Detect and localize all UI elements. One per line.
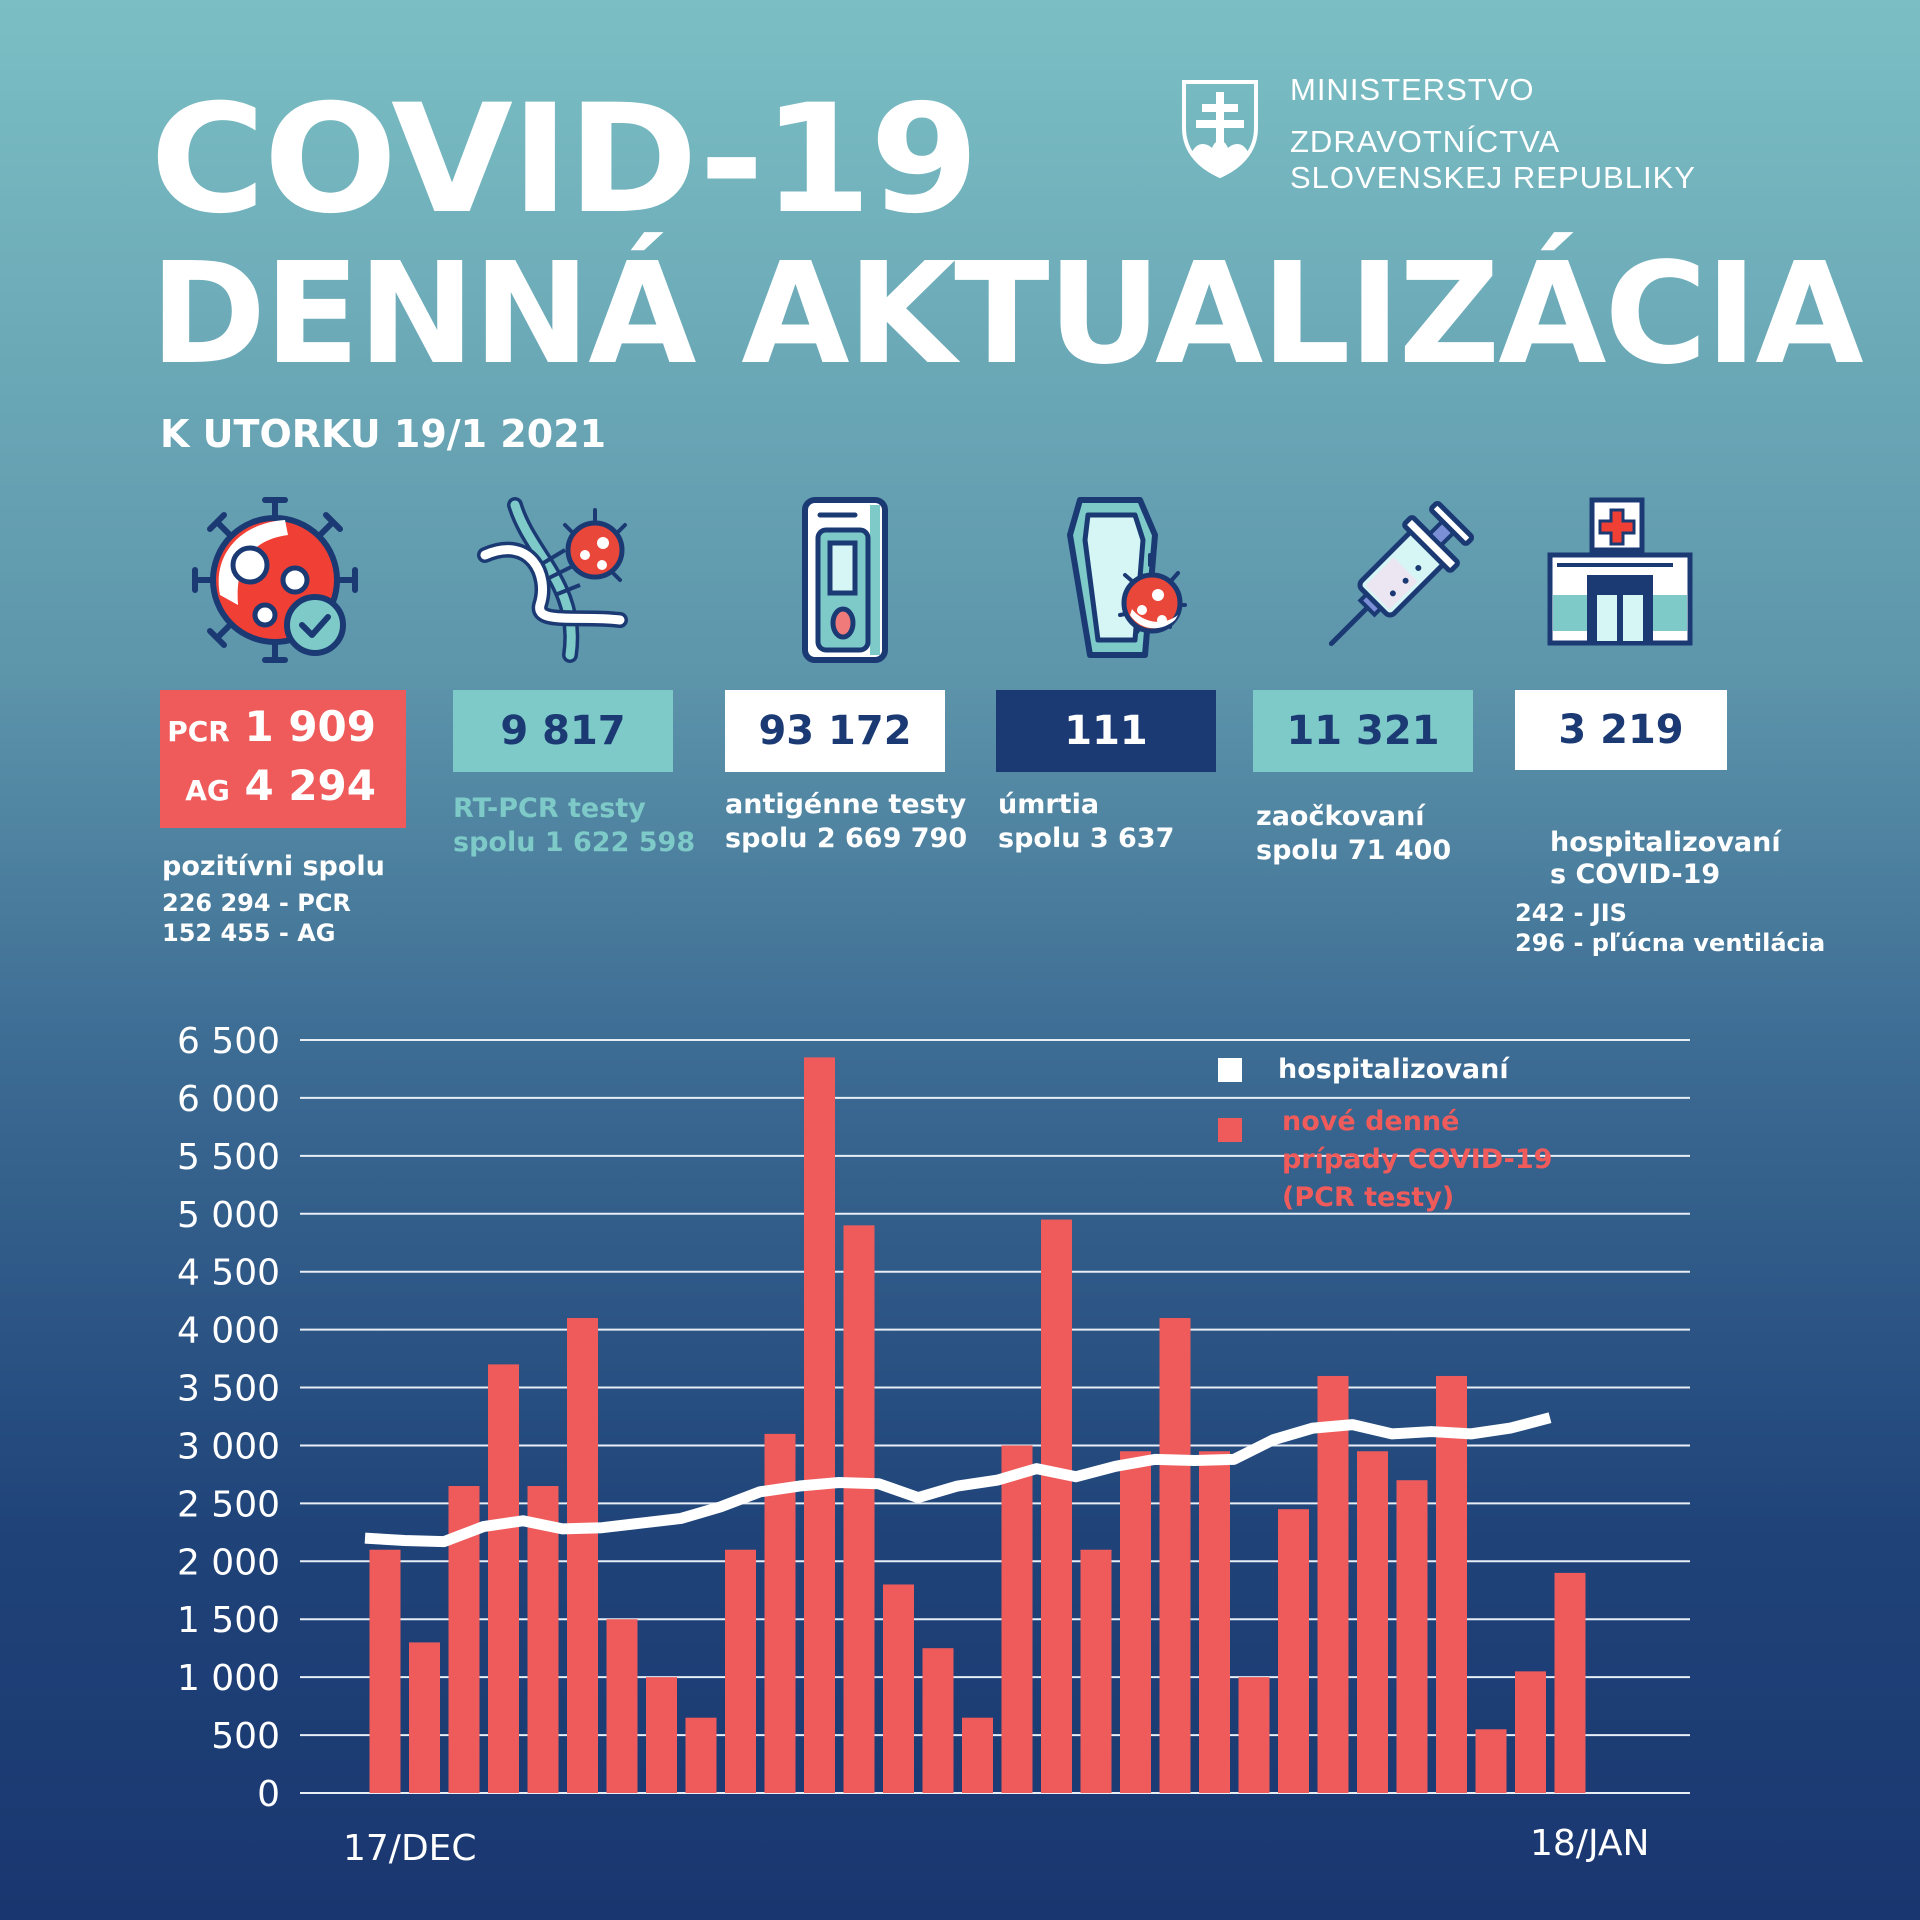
bar-new-cases [1238,1677,1270,1793]
y-tick-label: 6 000 [177,1079,280,1120]
bar-new-cases [567,1318,598,1793]
ministry-logo: MINISTERSTVO ZDRAVOTNÍCTVA SLOVENSKEJ RE… [1180,70,1720,200]
legend-label-cases-2: prípady COVID-19 [1282,1144,1552,1175]
bar-new-cases [1396,1480,1428,1793]
y-tick-label: 3 000 [177,1426,280,1467]
ag-prefix: AG [185,774,230,807]
legend-label-hospitalized: hospitalizovaní [1278,1054,1510,1085]
pcr-prefix: PCR [167,715,230,748]
y-tick-label: 2 500 [177,1484,280,1525]
pcr-positive-value: 1 909 [244,702,376,751]
line-hospitalized [364,1412,1552,1548]
x-start-label: 17/DEC [343,1828,477,1869]
dna-virus-icon [470,495,650,670]
syringe-icon [1310,495,1490,670]
bar-new-cases [1554,1572,1586,1793]
positive-cases-box: PCR 1 909 AG 4 294 [160,690,406,828]
bar-new-cases [1199,1451,1230,1793]
bar-new-cases [725,1549,756,1793]
rtpcr-total: spolu 1 622 598 [453,827,696,858]
bar-new-cases [1041,1219,1072,1793]
ministry-line-2: ZDRAVOTNÍCTVA [1290,124,1561,159]
bar-new-cases [369,1549,401,1793]
virus-check-icon [190,495,370,670]
ag-positive-value: 4 294 [244,761,376,810]
deaths-total: spolu 3 637 [998,823,1175,854]
rtpcr-tests-box: 9 817 [453,690,673,772]
y-tick-label: 0 [257,1774,280,1815]
bar-new-cases [1436,1375,1467,1793]
x-end-label: 18/JAN [1530,1823,1649,1864]
bar-new-cases [1001,1445,1033,1793]
antigen-total: spolu 2 669 790 [725,823,968,854]
hospitalized-label: hospitalizovaní [1550,827,1781,858]
bar-new-cases [1159,1318,1191,1793]
y-tick-label: 4 000 [177,1311,280,1352]
legend-swatch-cases [1218,1118,1242,1142]
bar-new-cases [409,1642,440,1793]
coffin-virus-icon [1040,495,1220,670]
bar-new-cases [843,1225,875,1793]
ministry-line-3: SLOVENSKEJ REPUBLIKY [1290,160,1696,195]
positive-label: pozitívni spolu [162,851,385,882]
deaths-box: 111 [996,690,1216,772]
bar-new-cases [1317,1375,1349,1793]
icu-count: 242 - JIS [1515,899,1627,927]
vaccinated-total: spolu 71 400 [1256,835,1452,866]
y-tick-label: 5 500 [177,1137,280,1178]
bar-new-cases [922,1648,954,1793]
bar-new-cases [1120,1451,1151,1793]
legend-swatch-hospitalized [1218,1058,1242,1082]
title-daily-update: DENNÁ AKTUALIZÁCIA [150,233,1864,396]
bar-new-cases [1080,1549,1112,1793]
y-tick-label: 2 000 [177,1542,280,1583]
antigen-tests-box: 93 172 [725,690,945,772]
hospitalized-box: 3 219 [1515,690,1727,770]
slovak-coat-of-arms-icon [1182,80,1258,178]
hospitalized-label-2: s COVID-19 [1550,859,1721,890]
bar-new-cases [1515,1671,1546,1793]
rtpcr-label: RT-PCR testy [453,793,646,824]
legend-label-cases-1: nové denné [1282,1106,1459,1137]
y-tick-label: 3 500 [177,1369,280,1410]
positive-detail-ag: 152 455 - AG [162,919,336,947]
vaccinated-box: 11 321 [1253,690,1473,772]
y-tick-label: 1 000 [177,1658,280,1699]
vaccinated-label: zaočkovaní [1256,801,1425,832]
bar-new-cases [962,1717,993,1793]
bar-new-cases [804,1057,835,1793]
bar-new-cases [527,1486,559,1793]
ministry-line-1: MINISTERSTVO [1290,72,1535,107]
ventilation-count: 296 - pľúcna ventilácia [1515,929,1826,957]
y-tick-label: 1 500 [177,1600,280,1641]
bar-new-cases [1278,1509,1309,1793]
legend-label-cases-3: (PCR testy) [1282,1182,1454,1213]
hospital-icon [1545,495,1725,670]
bar-new-cases [685,1717,717,1793]
y-tick-label: 500 [211,1716,280,1757]
bar-new-cases [606,1619,638,1793]
pcr-positive-line: PCR 1 909 [167,700,376,759]
antigen-test-icon [760,495,940,670]
ag-positive-line: AG 4 294 [185,759,376,818]
y-tick-label: 5 000 [177,1195,280,1236]
bar-new-cases [488,1364,519,1793]
y-tick-label: 4 500 [177,1253,280,1294]
y-tick-label: 6 500 [177,1021,280,1062]
deaths-label: úmrtia [998,789,1100,820]
bar-new-cases [883,1584,914,1793]
antigen-label: antigénne testy [725,789,967,820]
cases-chart: 0 500 1 000 1 500 2 000 2 500 3 000 3 500 4 000 4… [177,1021,1690,1869]
bar-new-cases [646,1677,677,1793]
bar-new-cases [1475,1729,1507,1793]
report-date: K UTORKU 19/1 2021 [160,412,607,456]
title-covid: COVID-19 [150,73,979,247]
positive-detail-pcr: 226 294 - PCR [162,889,351,917]
bar-new-cases [1357,1451,1388,1793]
